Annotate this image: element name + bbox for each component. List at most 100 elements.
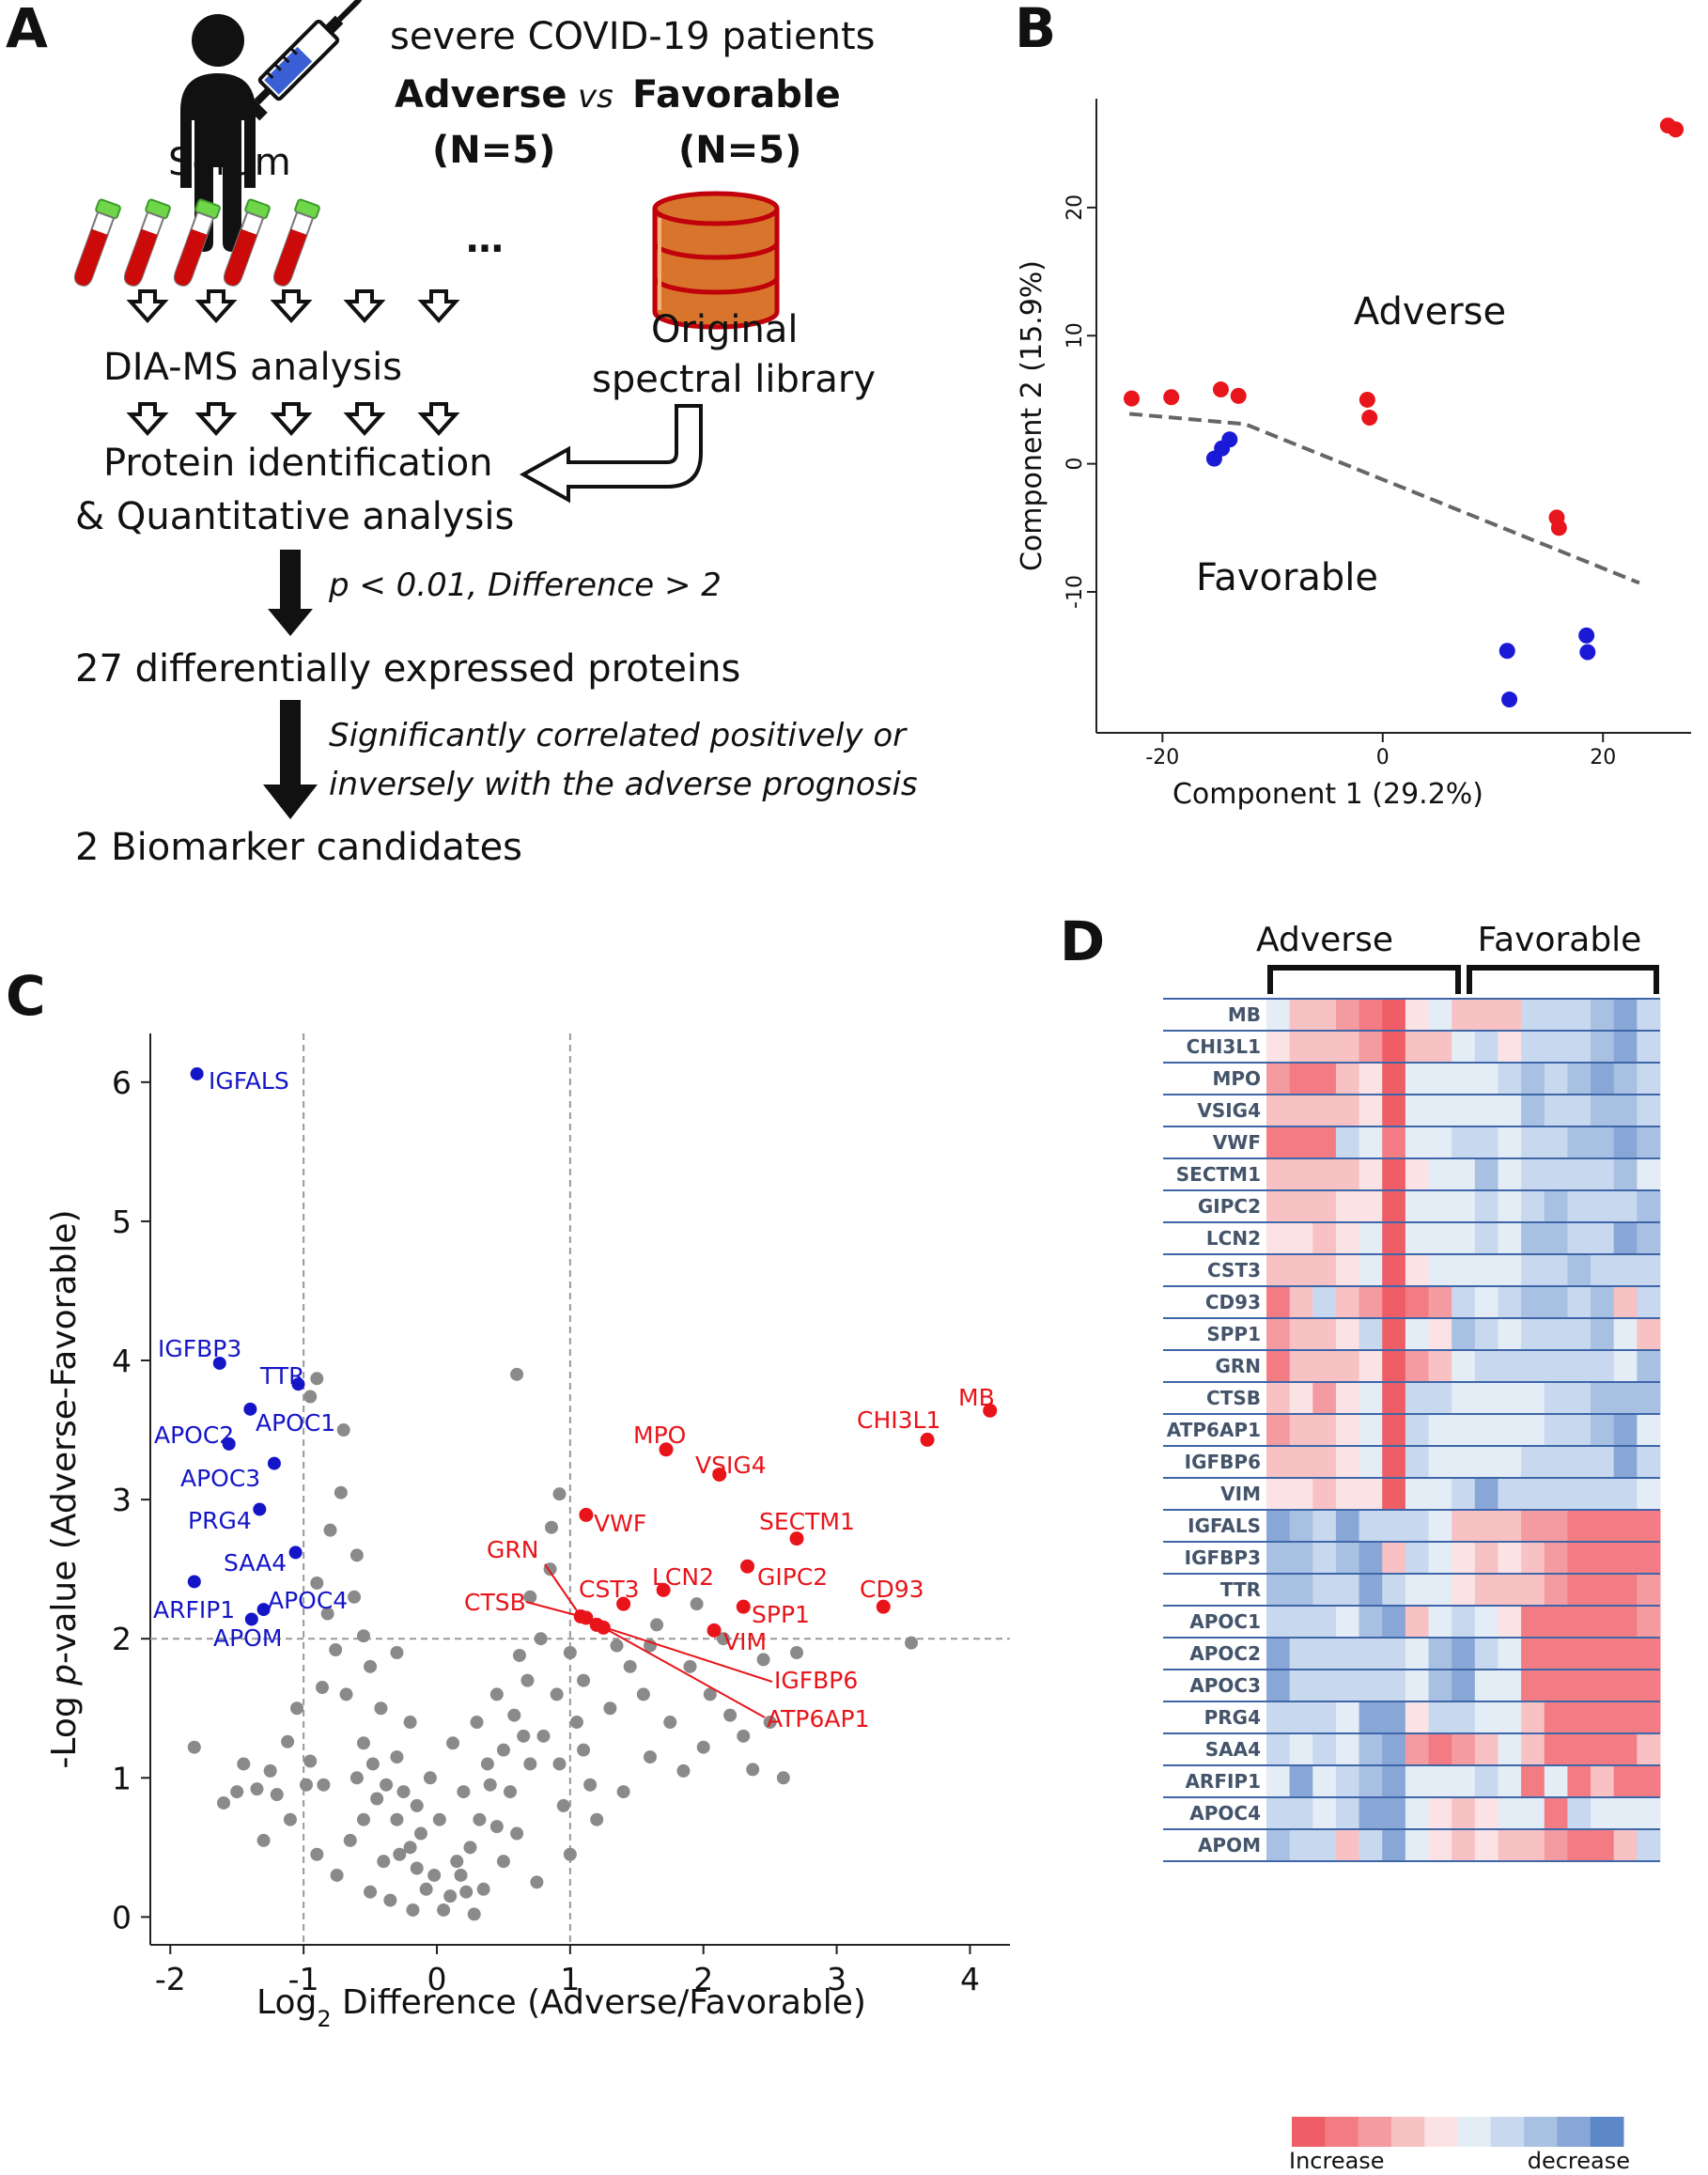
heatmap-cell xyxy=(1591,1063,1615,1095)
point-ns xyxy=(650,1618,664,1632)
point-ns xyxy=(510,1367,524,1381)
point-ns xyxy=(349,1548,364,1562)
heatmap-cell xyxy=(1359,1190,1383,1222)
point-ns xyxy=(356,1736,370,1750)
row-label-apom: APOM xyxy=(1198,1834,1261,1857)
heatmap-cell xyxy=(1452,1797,1476,1829)
heatmap-cell xyxy=(1335,1095,1360,1126)
hollow-arrow xyxy=(343,289,386,323)
heatmap-cell xyxy=(1613,1797,1638,1829)
heatmap-cell xyxy=(1335,1829,1360,1861)
library-arrow xyxy=(519,404,703,504)
heatmap-cell xyxy=(1544,1318,1568,1350)
point-ns xyxy=(790,1646,804,1660)
heatmap-cell xyxy=(1382,1254,1406,1286)
step-dia-label: DIA-MS analysis xyxy=(103,346,402,389)
heatmap-cell xyxy=(1498,1350,1522,1382)
heatmap-cell xyxy=(1474,1733,1498,1765)
heatmap-cell xyxy=(1591,1638,1615,1670)
heatmap-cell xyxy=(1567,1031,1592,1063)
point-ns xyxy=(763,1716,777,1730)
heatmap-cell xyxy=(1567,1701,1592,1733)
label-down-igfals: IGFALS xyxy=(209,1067,289,1095)
heatmap-cell xyxy=(1474,1638,1498,1670)
point-ns xyxy=(256,1833,271,1847)
heatmap-cell xyxy=(1474,1510,1498,1542)
heatmap-cell xyxy=(1637,1638,1661,1670)
heatmap-cell xyxy=(1266,1286,1291,1318)
heatmap-cell xyxy=(1498,1765,1522,1797)
heatmap-cell xyxy=(1428,1446,1452,1478)
heatmap-cell xyxy=(1289,1350,1313,1382)
hollow-arrow xyxy=(194,289,238,323)
legend-low-label: Increase xyxy=(1289,2148,1385,2174)
point-up-spp1 xyxy=(736,1599,751,1614)
heatmap-cell xyxy=(1382,1574,1406,1606)
row-label-cst3: CST3 xyxy=(1207,1259,1261,1282)
heatmap-cell xyxy=(1567,999,1592,1031)
heatmap-cell xyxy=(1452,1286,1476,1318)
y-tick-label: 5 xyxy=(112,1204,132,1240)
point-ns xyxy=(356,1629,370,1643)
heatmap-cell xyxy=(1312,1510,1337,1542)
heatmap-cell xyxy=(1591,1382,1615,1414)
label-up-cst3: CST3 xyxy=(579,1576,640,1603)
y-tick-label: 20 xyxy=(1064,194,1087,221)
heatmap-cell xyxy=(1335,1286,1360,1318)
heatmap-cell xyxy=(1335,1382,1360,1414)
label-up-ctsb: CTSB xyxy=(464,1589,526,1616)
heatmap-cell xyxy=(1266,1126,1291,1158)
heatmap-cell xyxy=(1452,1478,1476,1510)
heatmap-cell xyxy=(1359,1318,1383,1350)
heatmap-cell xyxy=(1266,1222,1291,1254)
heatmap-cell xyxy=(1567,1318,1592,1350)
heatmap-cell xyxy=(1498,1031,1522,1063)
tube-blood xyxy=(224,228,257,286)
point-up-mb xyxy=(983,1403,998,1418)
heatmap-cell xyxy=(1498,1829,1522,1861)
point-ns xyxy=(237,1757,251,1771)
heatmap-cell xyxy=(1266,1318,1291,1350)
heatmap-cell xyxy=(1591,1670,1615,1701)
row-label-ttr: TTR xyxy=(1220,1578,1261,1601)
heatmap-cell xyxy=(1567,1542,1592,1574)
point-ns xyxy=(454,1868,468,1882)
tube-blood xyxy=(273,228,307,286)
heatmap-cell xyxy=(1266,1158,1291,1190)
heatmap-cell xyxy=(1613,999,1638,1031)
point-up-cd93 xyxy=(876,1599,891,1614)
heatmap-cell xyxy=(1382,1126,1406,1158)
hollow-arrow xyxy=(270,402,313,436)
heatmap-cell xyxy=(1405,1606,1430,1638)
label-up-grn: GRN xyxy=(487,1536,538,1563)
n-favorable-label: (N=5) xyxy=(678,129,801,172)
label-down-apoc2: APOC2 xyxy=(154,1422,234,1449)
heatmap-cell xyxy=(1452,1765,1476,1797)
point-ns xyxy=(636,1687,650,1701)
heatmap-cell xyxy=(1359,999,1383,1031)
heatmap-cell xyxy=(1335,1190,1360,1222)
group-label-favorable: Favorable xyxy=(1196,556,1378,599)
heatmap-cell xyxy=(1591,1701,1615,1733)
x-tick-label: 4 xyxy=(960,1961,980,1997)
x-tick-label: -20 xyxy=(1145,746,1179,769)
heatmap-cell xyxy=(1452,1733,1476,1765)
heatmap-cell xyxy=(1266,1638,1291,1670)
heatmap-cell xyxy=(1428,1190,1452,1222)
heatmap-cell xyxy=(1498,1126,1522,1158)
heatmap-cell xyxy=(1474,1829,1498,1861)
data-point-favorable xyxy=(1579,644,1596,660)
heatmap-cell xyxy=(1335,1414,1360,1446)
point-ns xyxy=(489,1687,504,1701)
heatmap-cell xyxy=(1335,1318,1360,1350)
heatmap-cell xyxy=(1613,1126,1638,1158)
point-down-saa4 xyxy=(288,1546,303,1560)
heatmap-cell xyxy=(1312,1701,1337,1733)
label-up-atp6ap1: ATP6AP1 xyxy=(767,1705,870,1732)
heatmap-cell xyxy=(1452,1222,1476,1254)
heatmap-cell xyxy=(1428,1031,1452,1063)
heatmap-cell xyxy=(1544,1190,1568,1222)
heatmap-cell xyxy=(1637,1733,1661,1765)
heatmap-cell xyxy=(1405,1063,1430,1095)
heatmap-cell xyxy=(1335,1063,1360,1095)
